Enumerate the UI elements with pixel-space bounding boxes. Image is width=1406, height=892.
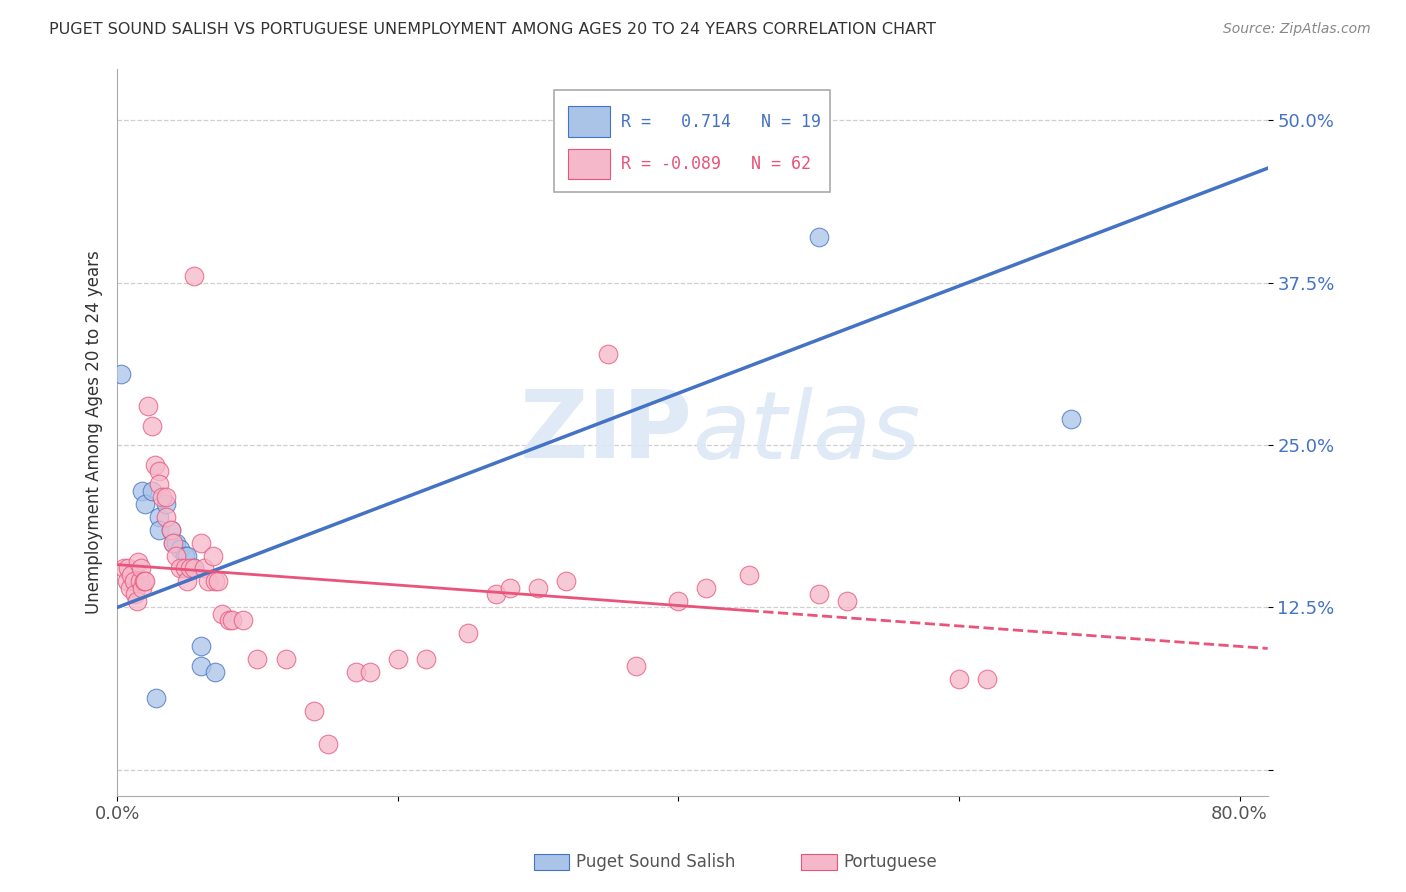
Point <box>190 640 212 654</box>
Point <box>183 561 205 575</box>
Point <box>316 737 339 751</box>
Point <box>115 574 138 589</box>
Point <box>165 535 187 549</box>
Point <box>162 535 184 549</box>
Point <box>948 672 970 686</box>
Point <box>134 497 156 511</box>
Point <box>129 561 152 575</box>
Point <box>124 587 146 601</box>
Point <box>155 497 177 511</box>
Point <box>415 652 437 666</box>
Point <box>127 555 149 569</box>
Text: Source: ZipAtlas.com: Source: ZipAtlas.com <box>1223 22 1371 37</box>
Point <box>148 509 170 524</box>
Point <box>112 561 135 575</box>
Point <box>136 399 159 413</box>
Point <box>125 594 148 608</box>
Point <box>555 574 578 589</box>
Point <box>148 523 170 537</box>
Point <box>162 535 184 549</box>
Y-axis label: Unemployment Among Ages 20 to 24 years: Unemployment Among Ages 20 to 24 years <box>86 251 103 614</box>
Point <box>976 672 998 686</box>
Point <box>159 523 181 537</box>
Point <box>668 594 690 608</box>
Point <box>132 574 155 589</box>
Point <box>359 665 381 680</box>
Point <box>218 614 240 628</box>
Point <box>457 626 479 640</box>
Point <box>150 490 173 504</box>
Point <box>598 347 620 361</box>
Text: Portuguese: Portuguese <box>844 853 938 871</box>
Text: Puget Sound Salish: Puget Sound Salish <box>576 853 735 871</box>
Point <box>141 418 163 433</box>
Point <box>344 665 367 680</box>
Point <box>485 587 508 601</box>
Text: R = -0.089   N = 62: R = -0.089 N = 62 <box>621 155 811 173</box>
Point <box>527 581 550 595</box>
Point <box>387 652 409 666</box>
Point <box>169 541 191 556</box>
Point <box>737 568 759 582</box>
Point <box>499 581 522 595</box>
Point <box>190 535 212 549</box>
Point <box>165 549 187 563</box>
Bar <box>568 148 610 179</box>
Point <box>131 581 153 595</box>
Point <box>246 652 269 666</box>
Point <box>118 581 141 595</box>
Point <box>169 561 191 575</box>
Point <box>274 652 297 666</box>
Text: R =   0.714   N = 19: R = 0.714 N = 19 <box>621 112 821 130</box>
Point <box>148 477 170 491</box>
Point <box>148 464 170 478</box>
Point <box>134 574 156 589</box>
Point <box>122 574 145 589</box>
Text: atlas: atlas <box>692 386 921 477</box>
Point <box>155 490 177 504</box>
Point <box>145 691 167 706</box>
Point <box>143 458 166 472</box>
FancyBboxPatch shape <box>554 90 831 192</box>
Point <box>128 574 150 589</box>
Point <box>695 581 717 595</box>
Point <box>159 523 181 537</box>
Point <box>183 561 205 575</box>
Point <box>183 269 205 284</box>
Point <box>155 509 177 524</box>
Point <box>201 549 224 563</box>
Point <box>221 614 243 628</box>
Point <box>176 574 198 589</box>
Point <box>131 483 153 498</box>
Point <box>207 574 229 589</box>
Point <box>120 568 142 582</box>
Point <box>173 549 195 563</box>
Point <box>190 659 212 673</box>
Point <box>117 561 139 575</box>
Point <box>302 704 325 718</box>
Point <box>807 230 830 244</box>
Point <box>835 594 858 608</box>
Point <box>204 665 226 680</box>
Point <box>110 367 132 381</box>
Point <box>141 483 163 498</box>
Bar <box>568 106 610 136</box>
Text: ZIP: ZIP <box>520 386 692 478</box>
Point <box>211 607 233 621</box>
Point <box>173 561 195 575</box>
Point <box>197 574 219 589</box>
Point <box>626 659 648 673</box>
Text: PUGET SOUND SALISH VS PORTUGUESE UNEMPLOYMENT AMONG AGES 20 TO 24 YEARS CORRELAT: PUGET SOUND SALISH VS PORTUGUESE UNEMPLO… <box>49 22 936 37</box>
Point <box>179 561 201 575</box>
Point <box>232 614 254 628</box>
Point <box>176 549 198 563</box>
Point <box>807 587 830 601</box>
Point <box>193 561 215 575</box>
Point <box>1060 412 1083 426</box>
Point <box>204 574 226 589</box>
